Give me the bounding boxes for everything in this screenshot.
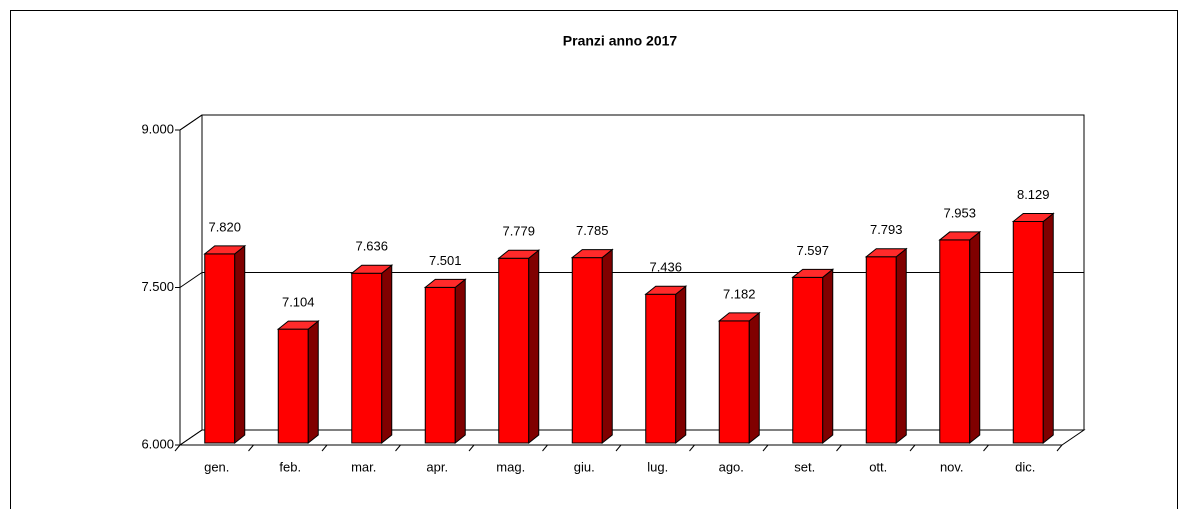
x-tick-label: nov.	[940, 459, 964, 474]
bar-top	[791, 268, 835, 278]
y-tick-label: 7.500	[141, 279, 174, 294]
bar	[644, 285, 688, 445]
bar	[938, 230, 982, 445]
x-tick-label: dic.	[1015, 459, 1035, 474]
bar-front	[939, 239, 971, 444]
bar-side	[454, 278, 466, 445]
x-tick	[909, 444, 916, 452]
x-tick-label: lug.	[647, 459, 668, 474]
x-tick	[689, 444, 695, 452]
bar-side	[969, 230, 981, 445]
bar	[350, 264, 394, 445]
bar	[717, 311, 761, 445]
bar-top	[276, 320, 320, 330]
bar-side	[381, 264, 393, 445]
value-label: 7.104	[282, 295, 315, 310]
bar-side	[307, 320, 319, 445]
bar-top	[938, 231, 982, 241]
x-tick	[321, 444, 328, 452]
bar-front	[645, 293, 677, 444]
bar	[791, 268, 835, 445]
bar-side	[1042, 212, 1054, 445]
x-tick-label: giu.	[574, 459, 595, 474]
bar-front	[424, 286, 456, 444]
x-tick	[836, 444, 842, 452]
x-tick-label: gen.	[204, 459, 229, 474]
bar-side	[234, 244, 246, 445]
bar-front	[718, 320, 750, 444]
x-tick	[395, 444, 401, 452]
x-tick	[1056, 444, 1063, 452]
bar-side	[528, 249, 540, 445]
chart-title: Pranzi anno 2017	[563, 33, 678, 49]
bar-front	[1012, 220, 1044, 444]
value-label: 8.129	[1017, 187, 1050, 202]
value-label: 7.785	[576, 223, 609, 238]
bar-front	[865, 256, 897, 444]
bar-side	[822, 268, 834, 445]
value-label: 7.793	[870, 222, 903, 237]
bar-top	[864, 248, 908, 258]
value-label: 7.953	[943, 205, 976, 220]
x-tick	[468, 444, 475, 452]
bar-top	[350, 264, 394, 274]
value-label: 7.636	[355, 239, 388, 254]
bar-front	[498, 257, 530, 444]
x-tick-label: feb.	[279, 459, 301, 474]
bar-top	[423, 278, 467, 288]
bar	[570, 248, 614, 445]
value-label: 7.182	[723, 286, 756, 301]
value-label: 7.597	[796, 243, 829, 258]
grid-line	[179, 272, 1084, 288]
grid-line	[179, 114, 1084, 131]
bar	[864, 247, 908, 445]
x-tick-label: apr.	[426, 459, 448, 474]
x-tick-label: ago.	[719, 459, 744, 474]
bar-top	[644, 285, 688, 295]
bar-front	[792, 276, 824, 444]
bar-top	[717, 312, 761, 322]
bar	[1011, 212, 1055, 445]
value-label: 7.820	[208, 219, 241, 234]
bar-front	[204, 253, 236, 444]
x-tick	[248, 444, 254, 452]
bar-top	[1011, 212, 1055, 222]
bar-side	[675, 285, 687, 445]
x-tick-label: mar.	[351, 459, 376, 474]
bar	[497, 249, 541, 445]
x-tick-label: mag.	[496, 459, 525, 474]
y-tick-label: 9.000	[141, 121, 174, 136]
bar-front	[351, 272, 383, 444]
chart-frame	[10, 10, 1178, 509]
bar	[276, 320, 320, 445]
bar-side	[895, 247, 907, 445]
bar-side	[748, 311, 760, 445]
bar	[423, 278, 467, 445]
x-tick	[615, 444, 622, 452]
bar-side	[601, 248, 613, 445]
x-tick-label: ott.	[869, 459, 887, 474]
value-label: 7.501	[429, 253, 462, 268]
bar-front	[277, 328, 309, 444]
grid-line	[179, 429, 1084, 446]
bar-top	[203, 245, 247, 255]
value-label: 7.779	[502, 224, 535, 239]
bar-top	[570, 249, 614, 259]
bar-front	[571, 257, 603, 444]
x-tick	[762, 444, 769, 452]
bar-top	[497, 249, 541, 259]
x-tick	[542, 444, 548, 452]
x-tick	[983, 444, 989, 452]
x-tick	[174, 444, 181, 452]
bar	[203, 244, 247, 445]
y-tick-label: 6.000	[141, 436, 174, 451]
value-label: 7.436	[649, 260, 682, 275]
x-tick-label: set.	[794, 459, 815, 474]
